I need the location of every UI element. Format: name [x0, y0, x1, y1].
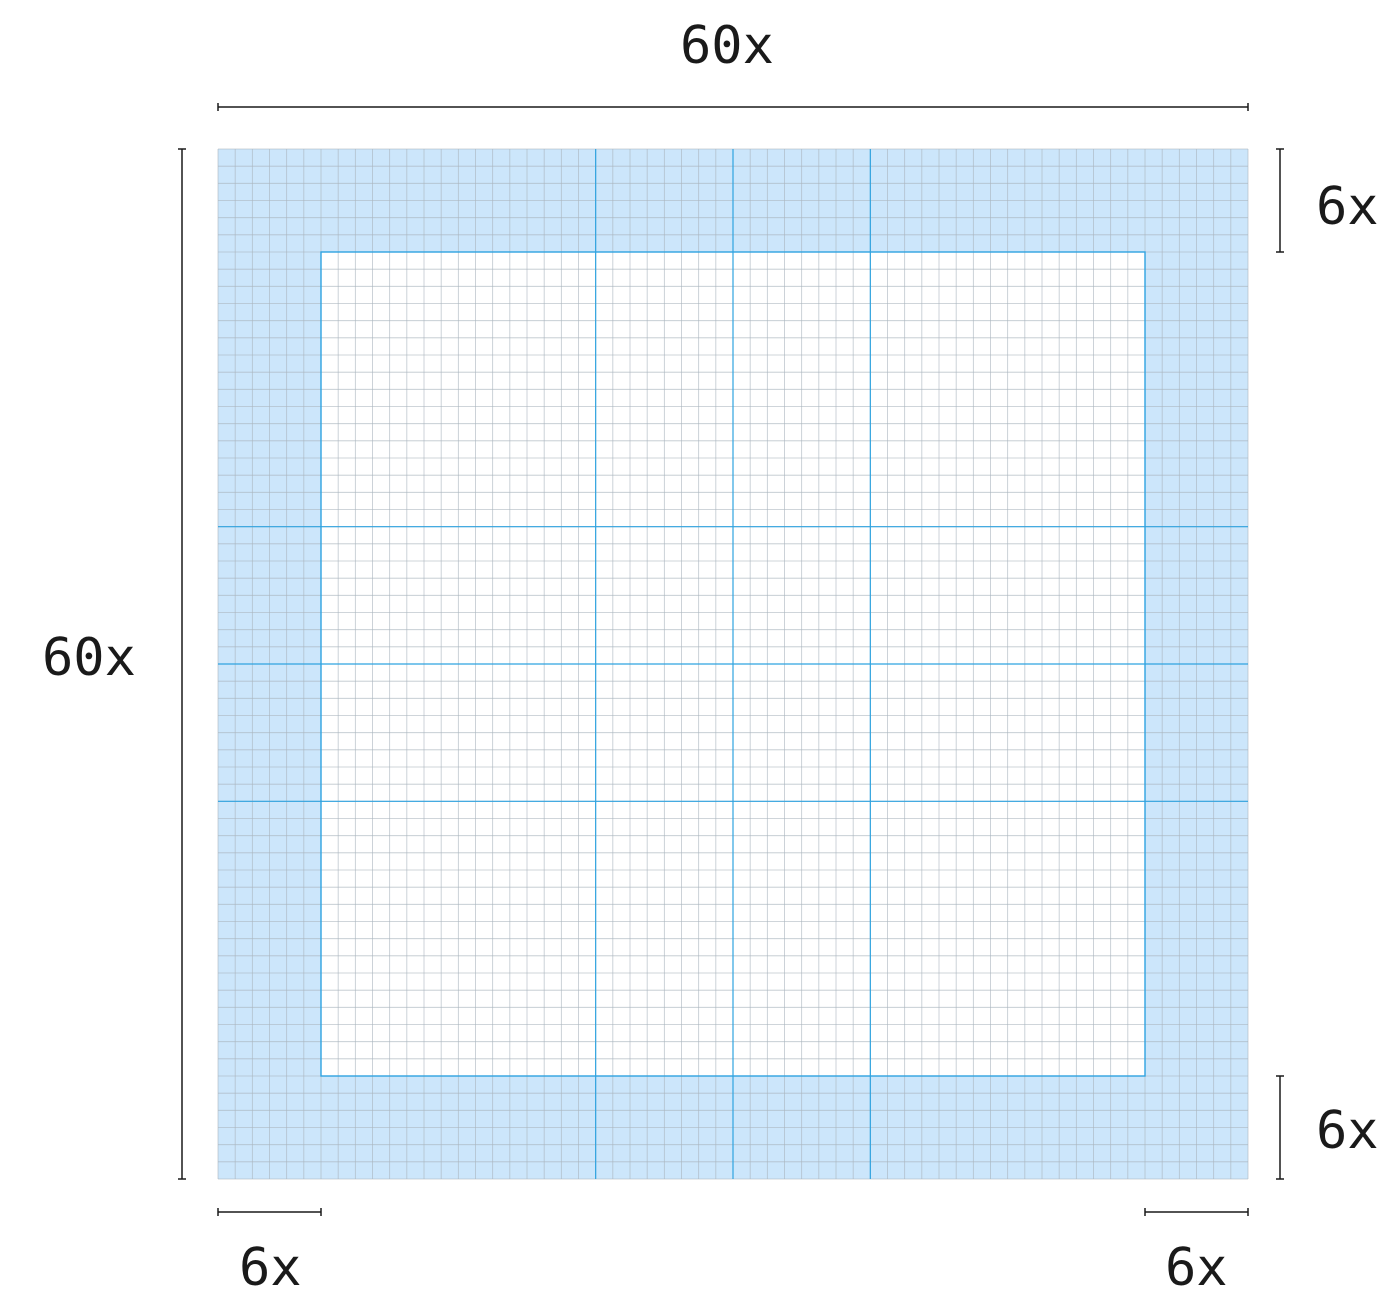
margin-right-label: 6x [1165, 1238, 1228, 1298]
total-width-label: 60x [680, 16, 774, 76]
dimension-lines [178, 103, 1284, 1216]
margin-top-label: 6x [1316, 177, 1379, 237]
margin-bottom-label: 6x [1316, 1101, 1379, 1161]
content-area-border [320, 251, 1146, 1077]
total-height-label: 60x [42, 628, 136, 688]
margin-left-label: 6x [239, 1238, 302, 1298]
major-guides [218, 149, 1248, 1179]
